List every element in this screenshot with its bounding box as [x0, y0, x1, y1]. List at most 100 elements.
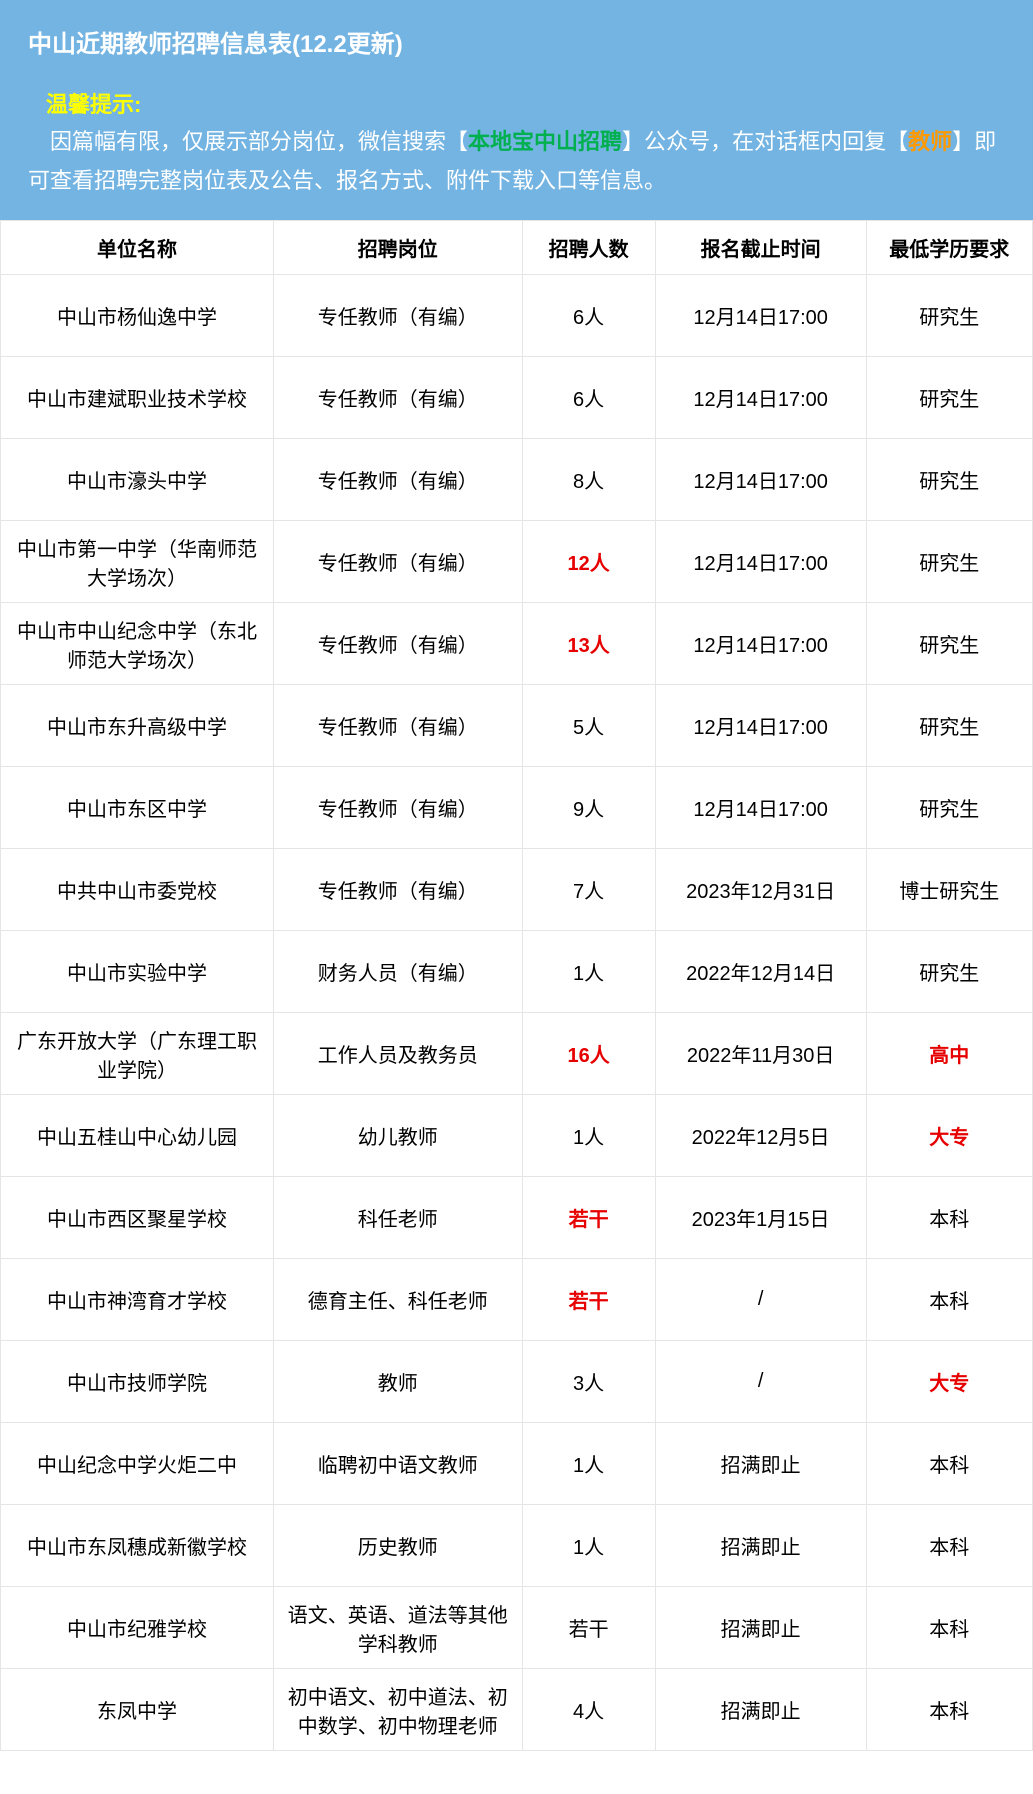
cell-12-0: 中山市神湾育才学校 [1, 1259, 274, 1341]
cell-15-0: 中山市东凤穗成新徽学校 [1, 1505, 274, 1587]
cell-5-1: 专任教师（有编） [273, 685, 522, 767]
cell-3-4: 研究生 [866, 521, 1032, 603]
table-row: 中山市西区聚星学校科任老师若干2023年1月15日本科 [1, 1177, 1033, 1259]
cell-17-2: 4人 [522, 1669, 655, 1751]
tip-bracket-2c: 】 [952, 129, 974, 154]
cell-1-3: 12月14日17:00 [655, 357, 866, 439]
cell-14-0: 中山纪念中学火炬二中 [1, 1423, 274, 1505]
cell-12-1: 德育主任、科任老师 [273, 1259, 522, 1341]
cell-1-1: 专任教师（有编） [273, 357, 522, 439]
table-row: 中山五桂山中心幼儿园幼儿教师1人2022年12月5日大专 [1, 1095, 1033, 1177]
cell-11-4: 本科 [866, 1177, 1032, 1259]
cell-9-2: 16人 [522, 1013, 655, 1095]
cell-9-0: 广东开放大学（广东理工职业学院） [1, 1013, 274, 1095]
col-header-0: 单位名称 [1, 221, 274, 275]
cell-14-1: 临聘初中语文教师 [273, 1423, 522, 1505]
cell-10-2: 1人 [522, 1095, 655, 1177]
tip-bracket-2o: 【 [886, 129, 908, 154]
cell-10-1: 幼儿教师 [273, 1095, 522, 1177]
tip-bracket-1c: 】 [622, 129, 644, 154]
tip-highlight-keyword: 教师 [908, 129, 952, 154]
cell-11-2: 若干 [522, 1177, 655, 1259]
cell-1-4: 研究生 [866, 357, 1032, 439]
table-head: 单位名称招聘岗位招聘人数报名截止时间最低学历要求 [1, 221, 1033, 275]
col-header-3: 报名截止时间 [655, 221, 866, 275]
table-body: 中山市杨仙逸中学专任教师（有编）6人12月14日17:00研究生中山市建斌职业技… [1, 275, 1033, 1751]
cell-7-4: 博士研究生 [866, 849, 1032, 931]
cell-4-2: 13人 [522, 603, 655, 685]
cell-13-0: 中山市技师学院 [1, 1341, 274, 1423]
cell-17-4: 本科 [866, 1669, 1032, 1751]
col-header-1: 招聘岗位 [273, 221, 522, 275]
cell-9-3: 2022年11月30日 [655, 1013, 866, 1095]
cell-6-0: 中山市东区中学 [1, 767, 274, 849]
cell-13-1: 教师 [273, 1341, 522, 1423]
cell-6-1: 专任教师（有编） [273, 767, 522, 849]
cell-3-0: 中山市第一中学（华南师范大学场次） [1, 521, 274, 603]
cell-11-0: 中山市西区聚星学校 [1, 1177, 274, 1259]
tip-bracket-1o: 【 [446, 129, 468, 154]
tip-body: 因篇幅有限，仅展示部分岗位，微信搜索【本地宝中山招聘】公众号，在对话框内回复【教… [28, 123, 1005, 200]
table-row: 中山市东凤穗成新徽学校历史教师1人招满即止本科 [1, 1505, 1033, 1587]
cell-9-1: 工作人员及教务员 [273, 1013, 522, 1095]
cell-12-4: 本科 [866, 1259, 1032, 1341]
cell-2-0: 中山市濠头中学 [1, 439, 274, 521]
jobs-table: 单位名称招聘岗位招聘人数报名截止时间最低学历要求 中山市杨仙逸中学专任教师（有编… [0, 220, 1033, 1751]
cell-0-3: 12月14日17:00 [655, 275, 866, 357]
table-row: 中山市建斌职业技术学校专任教师（有编）6人12月14日17:00研究生 [1, 357, 1033, 439]
cell-0-0: 中山市杨仙逸中学 [1, 275, 274, 357]
table-header-row: 单位名称招聘岗位招聘人数报名截止时间最低学历要求 [1, 221, 1033, 275]
cell-2-1: 专任教师（有编） [273, 439, 522, 521]
cell-15-1: 历史教师 [273, 1505, 522, 1587]
cell-2-2: 8人 [522, 439, 655, 521]
cell-1-2: 6人 [522, 357, 655, 439]
cell-6-3: 12月14日17:00 [655, 767, 866, 849]
cell-17-3: 招满即止 [655, 1669, 866, 1751]
cell-0-2: 6人 [522, 275, 655, 357]
table-row: 中山市第一中学（华南师范大学场次）专任教师（有编）12人12月14日17:00研… [1, 521, 1033, 603]
table-row: 中山市濠头中学专任教师（有编）8人12月14日17:00研究生 [1, 439, 1033, 521]
cell-0-4: 研究生 [866, 275, 1032, 357]
cell-10-4: 大专 [866, 1095, 1032, 1177]
cell-14-4: 本科 [866, 1423, 1032, 1505]
cell-17-1: 初中语文、初中道法、初中数学、初中物理老师 [273, 1669, 522, 1751]
cell-13-3: / [655, 1341, 866, 1423]
cell-13-4: 大专 [866, 1341, 1032, 1423]
table-row: 中山市东区中学专任教师（有编）9人12月14日17:00研究生 [1, 767, 1033, 849]
cell-7-2: 7人 [522, 849, 655, 931]
col-header-2: 招聘人数 [522, 221, 655, 275]
col-header-4: 最低学历要求 [866, 221, 1032, 275]
cell-16-2: 若干 [522, 1587, 655, 1669]
page-title: 中山近期教师招聘信息表(12.2更新) [28, 24, 1005, 59]
cell-8-2: 1人 [522, 931, 655, 1013]
cell-5-3: 12月14日17:00 [655, 685, 866, 767]
table-row: 中山市中山纪念中学（东北师范大学场次）专任教师（有编）13人12月14日17:0… [1, 603, 1033, 685]
cell-4-1: 专任教师（有编） [273, 603, 522, 685]
cell-8-1: 财务人员（有编） [273, 931, 522, 1013]
table-row: 中山市杨仙逸中学专任教师（有编）6人12月14日17:00研究生 [1, 275, 1033, 357]
table-row: 中共中山市委党校专任教师（有编）7人2023年12月31日博士研究生 [1, 849, 1033, 931]
tip-text-2: 公众号，在对话框内回复 [644, 129, 886, 154]
cell-7-0: 中共中山市委党校 [1, 849, 274, 931]
cell-17-0: 东凤中学 [1, 1669, 274, 1751]
table-row: 中山市纪雅学校语文、英语、道法等其他学科教师若干招满即止本科 [1, 1587, 1033, 1669]
cell-16-0: 中山市纪雅学校 [1, 1587, 274, 1669]
cell-15-2: 1人 [522, 1505, 655, 1587]
cell-14-3: 招满即止 [655, 1423, 866, 1505]
cell-2-3: 12月14日17:00 [655, 439, 866, 521]
cell-3-2: 12人 [522, 521, 655, 603]
cell-16-3: 招满即止 [655, 1587, 866, 1669]
cell-11-3: 2023年1月15日 [655, 1177, 866, 1259]
table-row: 中山市神湾育才学校德育主任、科任老师若干/本科 [1, 1259, 1033, 1341]
cell-8-0: 中山市实验中学 [1, 931, 274, 1013]
cell-4-3: 12月14日17:00 [655, 603, 866, 685]
cell-6-4: 研究生 [866, 767, 1032, 849]
cell-16-1: 语文、英语、道法等其他学科教师 [273, 1587, 522, 1669]
cell-2-4: 研究生 [866, 439, 1032, 521]
cell-11-1: 科任老师 [273, 1177, 522, 1259]
cell-9-4: 高中 [866, 1013, 1032, 1095]
cell-4-4: 研究生 [866, 603, 1032, 685]
table-row: 东凤中学初中语文、初中道法、初中数学、初中物理老师4人招满即止本科 [1, 1669, 1033, 1751]
cell-13-2: 3人 [522, 1341, 655, 1423]
cell-7-1: 专任教师（有编） [273, 849, 522, 931]
